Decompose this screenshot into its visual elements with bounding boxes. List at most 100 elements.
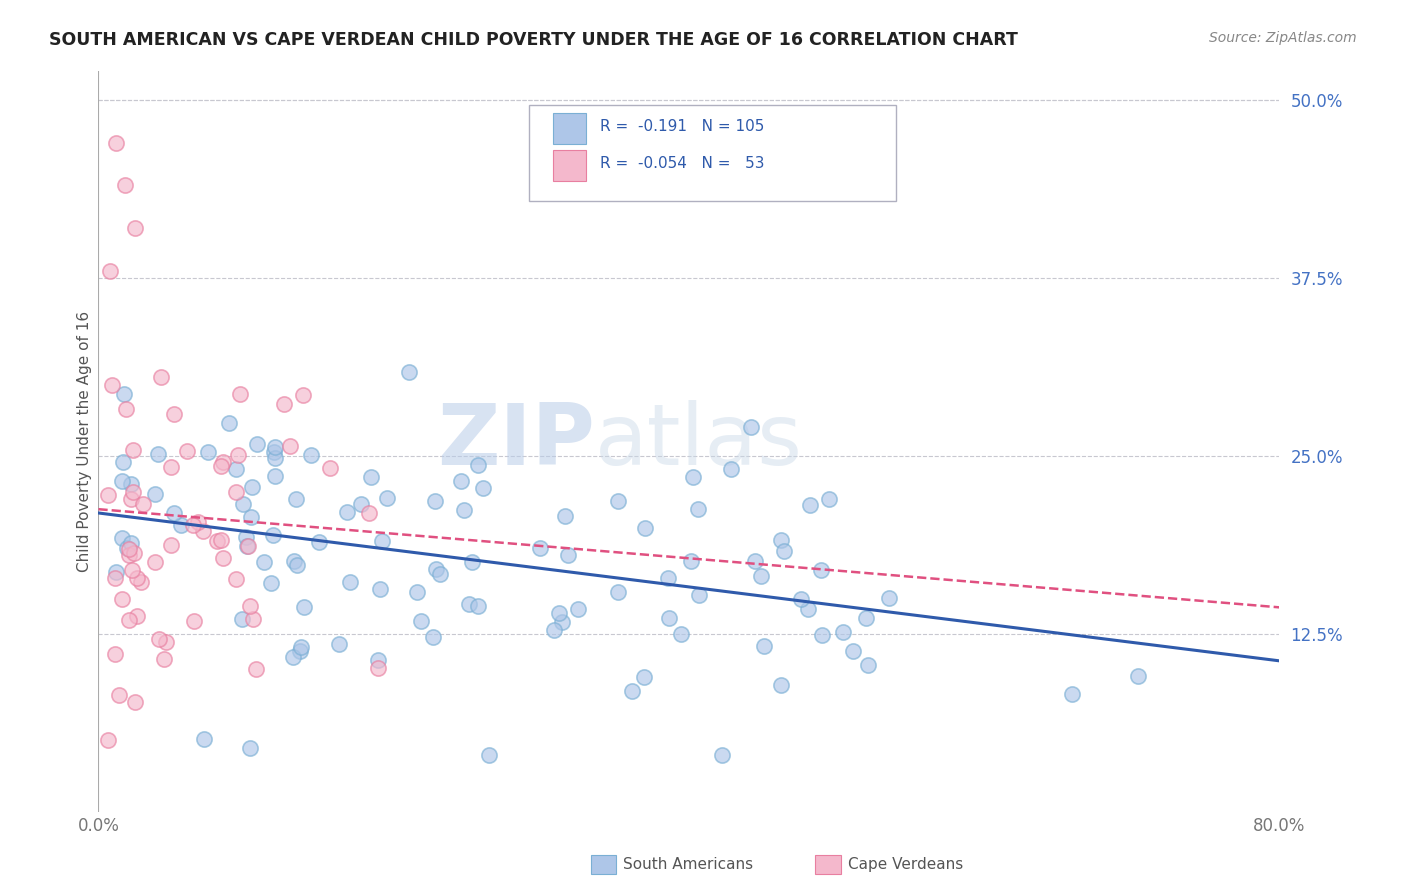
Point <box>122 546 145 560</box>
Text: Cape Verdeans: Cape Verdeans <box>848 857 963 871</box>
Point <box>152 652 174 666</box>
Text: ZIP: ZIP <box>437 400 595 483</box>
Point <box>117 549 139 563</box>
Point <box>170 518 193 533</box>
Point <box>606 494 628 508</box>
Point <box>260 575 283 590</box>
Point <box>114 178 136 193</box>
Point <box>634 521 657 535</box>
Point <box>124 221 146 235</box>
Point <box>810 627 832 641</box>
Point <box>226 449 249 463</box>
Point <box>98 263 121 277</box>
Point <box>290 640 312 655</box>
Point <box>155 635 177 649</box>
Point <box>239 509 262 524</box>
Point <box>810 563 832 577</box>
Text: R =  -0.191   N = 105: R = -0.191 N = 105 <box>600 119 765 134</box>
Point <box>225 485 247 500</box>
Point <box>772 544 794 558</box>
Point <box>543 624 565 638</box>
Point <box>790 591 813 606</box>
Point <box>336 505 359 519</box>
Point <box>212 550 235 565</box>
Point <box>132 497 155 511</box>
Point <box>104 571 127 585</box>
Point <box>264 469 287 483</box>
Point <box>467 599 489 613</box>
Point <box>245 661 267 675</box>
Point <box>350 497 373 511</box>
Point <box>120 491 142 506</box>
Point <box>114 401 136 416</box>
Point <box>797 602 820 616</box>
Point <box>285 558 308 573</box>
Point <box>246 436 269 450</box>
Point <box>328 637 350 651</box>
Point <box>406 584 429 599</box>
Point <box>283 554 305 568</box>
Point <box>117 541 139 556</box>
Point <box>281 650 304 665</box>
Point <box>108 688 131 702</box>
Point <box>112 387 135 401</box>
Point <box>101 378 124 392</box>
Point <box>458 597 481 611</box>
Point <box>769 533 792 548</box>
Point <box>118 542 141 557</box>
Point <box>371 534 394 549</box>
Point <box>225 462 247 476</box>
Point <box>842 643 865 657</box>
Point <box>209 458 232 473</box>
Point <box>111 592 134 607</box>
Point <box>856 657 879 672</box>
Point <box>294 599 316 614</box>
Point <box>754 640 776 654</box>
Point <box>253 556 276 570</box>
Point <box>682 470 704 484</box>
Point <box>235 539 257 553</box>
Point <box>225 573 247 587</box>
Point <box>557 548 579 562</box>
Point <box>273 397 295 411</box>
Point <box>229 387 252 401</box>
Point <box>239 599 262 613</box>
Point <box>280 438 302 452</box>
Point <box>263 445 285 459</box>
Text: SOUTH AMERICAN VS CAPE VERDEAN CHILD POVERTY UNDER THE AGE OF 16 CORRELATION CHA: SOUTH AMERICAN VS CAPE VERDEAN CHILD POV… <box>49 31 1018 49</box>
Point <box>799 498 821 512</box>
Point <box>238 540 260 554</box>
Point <box>121 563 143 577</box>
Point <box>118 614 141 628</box>
Point <box>398 365 420 379</box>
Point <box>125 571 148 585</box>
Point <box>120 536 142 550</box>
Point <box>368 582 391 596</box>
Point <box>450 475 472 489</box>
Point <box>339 574 361 589</box>
Point <box>160 460 183 475</box>
Point <box>478 747 501 762</box>
Point <box>818 491 841 506</box>
Point <box>121 443 143 458</box>
Point <box>263 528 285 542</box>
Point <box>299 448 322 462</box>
Point <box>740 419 762 434</box>
Point <box>105 136 128 150</box>
Point <box>105 565 128 579</box>
Point <box>548 607 571 621</box>
Point <box>121 477 143 491</box>
Point <box>1128 669 1150 683</box>
Point <box>183 614 205 628</box>
Point <box>453 502 475 516</box>
Point <box>529 541 551 555</box>
Point <box>679 553 702 567</box>
Bar <box>553 112 586 144</box>
Point <box>359 506 381 520</box>
Point <box>551 615 574 630</box>
Point <box>242 479 264 493</box>
Point <box>621 684 644 698</box>
Point <box>749 569 772 583</box>
Point <box>377 491 399 505</box>
Point <box>183 518 205 533</box>
